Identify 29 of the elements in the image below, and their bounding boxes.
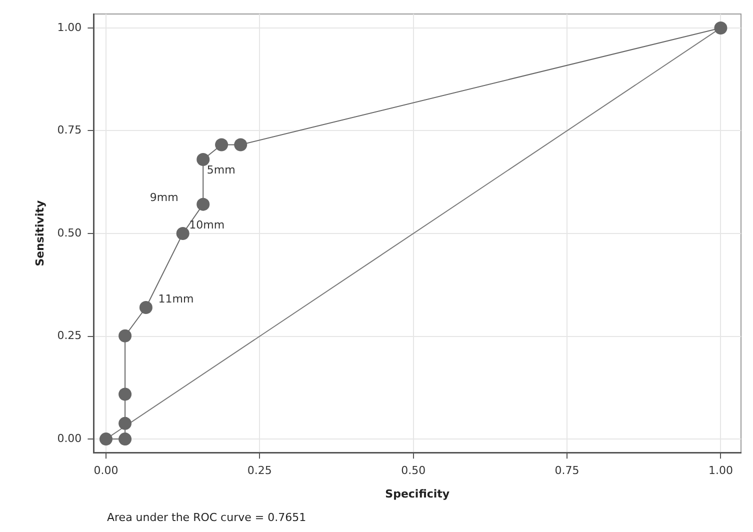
x-tick-label: 0.75 — [554, 464, 580, 478]
point — [118, 416, 132, 430]
y-tick-label: 1.00 — [57, 20, 82, 34]
x-tick-label: 0.00 — [94, 464, 118, 478]
point — [139, 300, 152, 314]
point — [215, 138, 228, 152]
y-tick-label: 0.75 — [57, 124, 82, 137]
point — [714, 21, 728, 34]
y-tick-label: 0.00 — [57, 432, 82, 445]
y-axis-title: Sensitivity — [33, 200, 46, 266]
point — [118, 432, 132, 446]
point — [234, 138, 248, 152]
point — [196, 198, 210, 211]
x-tick-label: 1.00 — [708, 464, 733, 478]
x-axis-title: Specificity — [385, 487, 450, 500]
point — [118, 329, 132, 342]
annotation: 11mm — [158, 292, 194, 306]
annotation: 9mm — [150, 191, 178, 204]
point — [196, 153, 210, 166]
text: Area under the ROC curve = 0.7651 — [107, 511, 306, 524]
annotation: 10mm — [189, 218, 225, 232]
point — [118, 388, 132, 401]
y-tick-label: 0.50 — [57, 226, 82, 240]
x-tick-label: 0.50 — [401, 464, 426, 478]
x-tick-label: 0.25 — [247, 464, 272, 478]
annotation: 5mm — [206, 163, 236, 176]
point — [99, 432, 112, 446]
point — [176, 227, 190, 240]
y-tick-label: 0.25 — [57, 329, 82, 342]
